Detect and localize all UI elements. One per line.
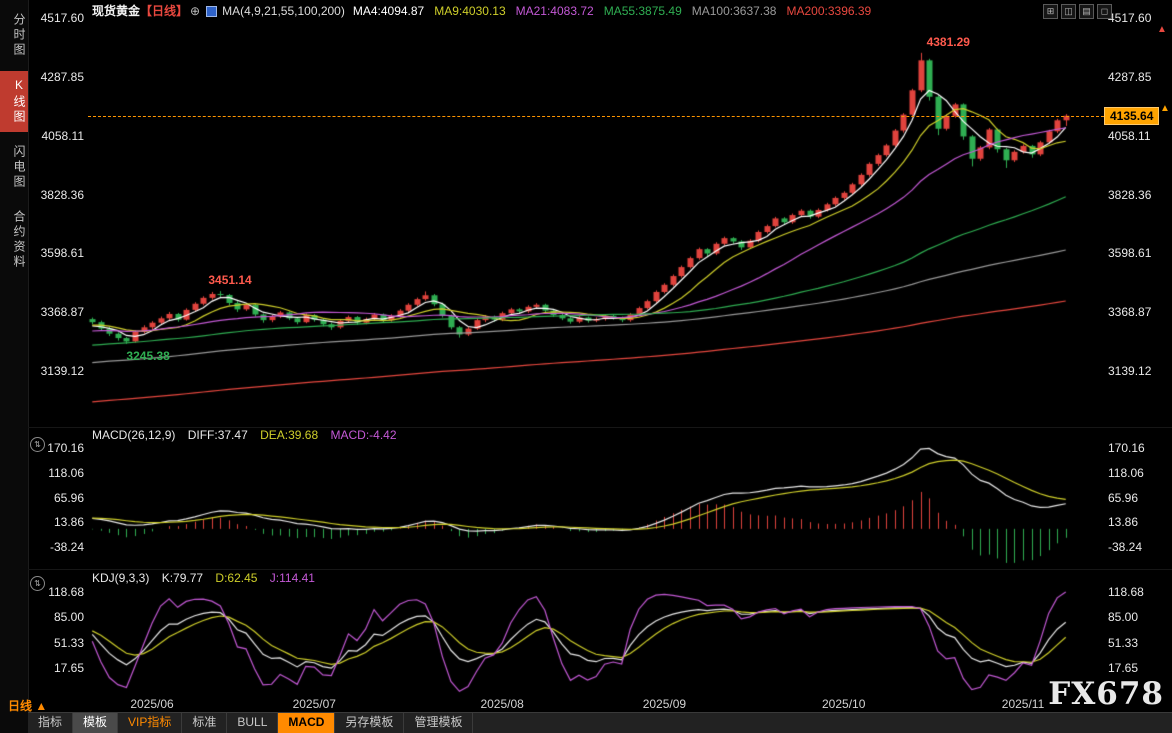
- macd-diff-value: DIFF:37.47: [187, 428, 248, 442]
- toolbar-item-templates[interactable]: 模板: [73, 713, 119, 733]
- toolbar-item-standard[interactable]: 标准: [182, 713, 228, 733]
- kdj-tick-label: 17.65: [53, 661, 84, 676]
- main-tick-label: 3139.12: [1108, 364, 1152, 379]
- kdj-tick-label: 118.68: [48, 585, 84, 599]
- ma-value-label: MA55:3875.49: [603, 4, 682, 18]
- toolbar-item-bull[interactable]: BULL: [227, 713, 279, 733]
- main-tick-label: 4287.85: [1108, 69, 1152, 84]
- main-tick-label: 3139.12: [40, 364, 84, 379]
- left-sidebar: 分时图 K线图闪电图合约资料: [0, 0, 29, 733]
- main-tick-label: 4058.11: [41, 128, 85, 143]
- kdj-tick-label: 85.00: [53, 610, 84, 625]
- add-indicator-icon[interactable]: ⊕: [190, 4, 201, 18]
- symbol-title: 现货黄金: [92, 4, 141, 18]
- timeframe-selector[interactable]: 日线 ▲: [8, 697, 47, 714]
- main-tick-label: 3598.61: [40, 246, 84, 261]
- last-price-line: [88, 115, 1104, 117]
- macd-tick-label: 170.16: [1108, 441, 1145, 455]
- main-tick-label: 4517.60: [40, 10, 84, 25]
- ma-value-label: MA21:4083.72: [515, 4, 594, 18]
- kdj-tick-label: 17.65: [1108, 661, 1139, 676]
- main-tick-label: 4287.85: [40, 69, 84, 84]
- layout-rows-icon[interactable]: ▤: [1079, 4, 1094, 19]
- main-chart-canvas[interactable]: [88, 15, 1104, 428]
- toolbar-item-manage-template[interactable]: 管理模板: [404, 713, 474, 733]
- layout-split-icon[interactable]: ◫: [1061, 4, 1076, 19]
- macd-tick-label: 118.06: [1108, 465, 1144, 480]
- macd-macd-value: MACD:-4.42: [330, 428, 397, 442]
- ma-value-label: MA200:3396.39: [786, 4, 872, 18]
- layout-toolbar: ⊞ ◫ ▤ ◻: [1040, 3, 1112, 19]
- main-tick-label: 3828.36: [40, 187, 84, 202]
- timeframe-dropdown-icon: ▲: [35, 699, 48, 713]
- ma-group-label: MA(4,9,21,55,100,200): [222, 4, 345, 18]
- macd-tick-label: 65.96: [53, 490, 84, 505]
- sidebar-item-flash-chart[interactable]: 闪电图: [12, 145, 26, 190]
- panel-divider: [28, 427, 1172, 428]
- kdj-tick-label: 118.68: [1108, 585, 1144, 599]
- latest-price-arrow-icon[interactable]: ▲: [1160, 102, 1170, 114]
- ma-value-label: MA9:4030.13: [434, 4, 506, 18]
- toolbar-item-save-template[interactable]: 另存模板: [335, 713, 405, 733]
- macd-chart-canvas[interactable]: [88, 443, 1104, 567]
- main-tick-label: 3828.36: [1108, 187, 1152, 202]
- layout-single-icon[interactable]: ◻: [1097, 4, 1112, 19]
- main-tick-label: 4058.11: [1108, 128, 1151, 143]
- main-tick-label: 3598.61: [1108, 246, 1152, 261]
- macd-tick-label: 170.16: [47, 441, 84, 455]
- layout-grid-icon[interactable]: ⊞: [1043, 4, 1058, 19]
- scroll-top-arrow-icon[interactable]: ▲: [1157, 24, 1167, 35]
- kdj-chart-canvas[interactable]: [88, 585, 1104, 695]
- bottom-toolbar: 指标 模板 VIP指标 标准 BULL MACD 另存模板 管理模板: [28, 712, 1172, 733]
- main-tick-label: 3368.87: [1108, 305, 1152, 320]
- x-axis-month-label: 2025/10: [822, 697, 866, 711]
- x-axis-month-label: 2025/06: [130, 697, 174, 711]
- kdj-tick-label: 51.33: [1108, 635, 1139, 650]
- macd-tick-label: 13.86: [1108, 515, 1139, 530]
- price-annotation: 4381.29: [926, 34, 970, 49]
- macd-tick-label: 118.06: [48, 465, 84, 480]
- macd-tick-label: -38.24: [1108, 540, 1143, 555]
- macd-panel-toggle-icon[interactable]: ⇅: [30, 437, 45, 452]
- macd-tick-label: 65.96: [1108, 490, 1139, 505]
- last-price-tag: 4135.64: [1104, 106, 1160, 125]
- kdj-j-value: J:114.41: [269, 571, 315, 585]
- main-tick-label: 4517.60: [1108, 10, 1152, 25]
- toolbar-item-vip-indicators[interactable]: VIP指标: [118, 713, 183, 733]
- ma-values: MA4:4094.87 MA9:4030.13 MA21:4083.72 MA55:3…: [353, 4, 881, 18]
- kdj-tick-label: 51.33: [53, 635, 84, 650]
- toolbar-item-indicators[interactable]: 指标: [28, 713, 74, 733]
- macd-tick-label: 13.86: [53, 515, 84, 530]
- kdj-panel-toggle-icon[interactable]: ⇅: [30, 576, 45, 591]
- macd-params-label: MACD(26,12,9): [92, 428, 176, 442]
- kdj-k-value: K:79.77: [161, 571, 204, 585]
- x-axis-month-label: 2025/11: [1001, 697, 1045, 711]
- sidebar-item-contract-info[interactable]: 合约资料: [12, 210, 26, 270]
- x-axis-month-label: 2025/07: [292, 697, 336, 711]
- ma-value-label: MA4:4094.87: [352, 4, 425, 18]
- macd-dea-value: DEA:39.68: [260, 428, 319, 442]
- main-tick-label: 3368.87: [40, 305, 84, 320]
- toolbar-item-macd[interactable]: MACD: [278, 713, 336, 733]
- chart-style-icon[interactable]: [206, 6, 218, 18]
- kdj-tick-label: 85.00: [1108, 610, 1139, 625]
- x-axis-month-label: 2025/09: [642, 697, 687, 711]
- ma-value-label: MA100:3637.38: [691, 4, 777, 18]
- x-axis-month-label: 2025/08: [480, 697, 524, 711]
- period-tag: 【日线】: [140, 4, 189, 18]
- fx678-watermark: FX678: [1048, 676, 1164, 712]
- sidebar-item-kline-chart[interactable]: K线图: [0, 71, 28, 132]
- timeframe-label: 日线: [8, 699, 33, 713]
- price-annotation: 3451.14: [208, 273, 252, 288]
- panel-divider: [28, 569, 1172, 570]
- macd-tick-label: -38.24: [49, 540, 84, 555]
- kdj-params-label: KDJ(9,3,3): [92, 571, 150, 585]
- sidebar-item-time-chart[interactable]: 分时图: [12, 13, 26, 58]
- chart-header: 现货黄金【日线】 ⊕ MA(4,9,21,55,100,200) MA4:4094.8…: [92, 0, 881, 22]
- kdj-header: KDJ(9,3,3) K:79.77 D:62.45 J:114.41: [92, 571, 324, 585]
- macd-header: MACD(26,12,9) DIFF:37.47 DEA:39.68 MACD:…: [92, 428, 406, 442]
- price-annotation: 3245.38: [126, 348, 170, 363]
- kdj-d-value: D:62.45: [215, 571, 258, 585]
